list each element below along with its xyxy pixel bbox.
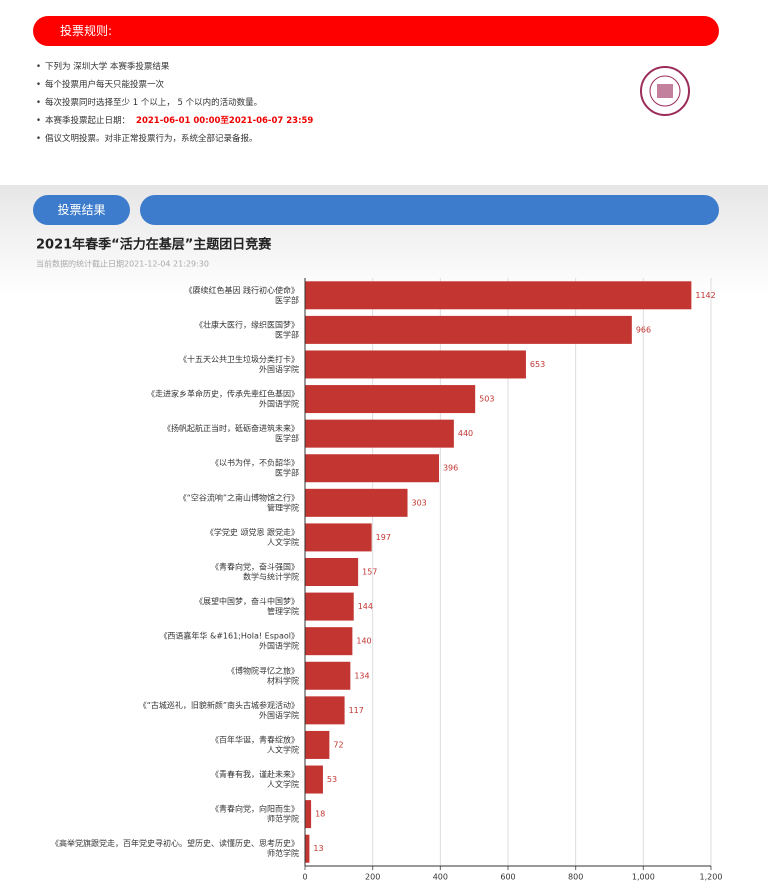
bar [305, 800, 312, 829]
value-label: 503 [479, 395, 494, 404]
x-tick-label: 200 [365, 873, 380, 882]
y-tick-label: 《“古城巡礼，旧貌新颜”南头古城参观活动》 [139, 700, 299, 710]
y-tick-sublabel: 医学部 [275, 295, 299, 305]
y-tick-sublabel: 人文学院 [267, 537, 299, 547]
value-label: 72 [333, 740, 343, 749]
value-label: 1142 [695, 291, 715, 300]
rules-list: 下列为 深圳大学 本赛季投票结果 每个投票用户每天只能投票一次 每次投票同时选择… [36, 58, 313, 148]
bar [305, 765, 323, 794]
y-tick-label: 《走进家乡革命历史，传承先辈红色基因》 [147, 389, 299, 399]
tab-bar [140, 195, 719, 225]
y-tick-label: 《以书为伴，不负韶华》 [211, 458, 299, 468]
rule: 每次投票同时选择至少 1 个以上， 5 个以内的活动数量。 [36, 94, 313, 112]
bar [305, 488, 408, 517]
y-tick-sublabel: 外国语学院 [259, 641, 299, 651]
value-label: 303 [412, 498, 427, 507]
y-tick-sublabel: 师范学院 [267, 814, 299, 824]
y-tick-sublabel: 医学部 [275, 468, 299, 478]
rules-title: 投票规则: [60, 24, 113, 38]
x-tick-label: 0 [302, 873, 307, 882]
y-tick-label: 《扬帆起航正当时，砥砺奋进筑未来》 [163, 423, 299, 433]
bar [305, 281, 692, 310]
y-tick-label: 《高举党旗跟党走，百年党史寻初心。望历史、读懂历史、思考历史》 [51, 838, 299, 848]
bar [305, 558, 359, 586]
value-label: 144 [358, 602, 373, 611]
value-label: 440 [458, 429, 473, 438]
value-label: 18 [315, 810, 325, 819]
x-tick-label: 800 [568, 873, 583, 882]
y-tick-sublabel: 外国语学院 [259, 399, 299, 409]
y-tick-label: 《博物院寻忆之旅》 [227, 665, 299, 675]
x-tick-label: 400 [433, 873, 448, 882]
x-tick-label: 600 [500, 873, 515, 882]
y-tick-label: 《西语嘉年华 &#161;Hola! Espaol》 [159, 631, 299, 641]
value-label: 140 [356, 637, 371, 646]
rule: 下列为 深圳大学 本赛季投票结果 [36, 58, 313, 76]
y-tick-sublabel: 师范学院 [267, 848, 299, 858]
y-tick-label: 《“空谷流响”之南山博物馆之行》 [179, 492, 299, 502]
y-tick-sublabel: 材料学院 [267, 675, 299, 685]
y-tick-sublabel: 外国语学院 [259, 710, 299, 720]
bar [305, 661, 351, 690]
value-label: 966 [636, 325, 651, 334]
y-tick-sublabel: 人文学院 [267, 744, 299, 754]
value-label: 653 [530, 360, 545, 369]
y-tick-label: 《青春向党，向阳而生》 [211, 804, 299, 814]
rule-text: 本赛季投票起止日期： [45, 116, 131, 126]
value-label: 117 [349, 706, 364, 715]
rule: 倡议文明投票。对非正常投票行为，系统全部记录备报。 [36, 130, 313, 148]
bar [305, 350, 526, 379]
y-tick-sublabel: 医学部 [275, 329, 299, 339]
bar [305, 385, 476, 414]
value-label: 13 [313, 844, 323, 853]
bar [305, 454, 439, 483]
bar [305, 592, 354, 621]
rule-dates: 2021-06-01 00:00至2021-06-07 23:59 [136, 116, 314, 126]
y-tick-label: 《展望中国梦，奋斗中国梦》 [195, 596, 299, 606]
bar [305, 627, 353, 656]
value-label: 197 [376, 533, 391, 542]
y-tick-sublabel: 管理学院 [267, 606, 299, 616]
bar [305, 419, 454, 448]
y-tick-sublabel: 外国语学院 [259, 364, 299, 374]
x-tick-label: 1,000 [632, 873, 655, 882]
y-tick-label: 《青春有我，谨赴未来》 [211, 769, 299, 779]
y-tick-sublabel: 数学与统计学院 [243, 572, 299, 582]
tab[interactable]: 投票结果 [33, 195, 130, 225]
y-tick-label: 《赓续红色基因 践行初心使命》 [184, 285, 299, 295]
y-tick-label: 《青春向党，奋斗强国》 [211, 562, 299, 572]
y-tick-label: 《百年华诞，青春绽放》 [211, 734, 299, 744]
value-label: 396 [443, 464, 458, 473]
rule: 每个投票用户每天只能投票一次 [36, 76, 313, 94]
value-label: 53 [327, 775, 337, 784]
value-label: 157 [362, 568, 377, 577]
bar [305, 730, 330, 759]
bar [305, 523, 372, 552]
bar [305, 696, 345, 725]
rule: 本赛季投票起止日期： 2021-06-01 00:00至2021-06-07 23… [36, 112, 313, 130]
value-label: 134 [354, 671, 369, 680]
y-tick-label: 《十五天公共卫生垃圾分类打卡》 [179, 354, 299, 364]
chart-subtitle: 当前数据的统计截止日期2021-12-04 21:29:30 [36, 259, 209, 269]
rules-header: 投票规则: [33, 16, 719, 46]
x-tick-label: 1,200 [700, 873, 723, 882]
y-tick-sublabel: 管理学院 [267, 502, 299, 512]
bar [305, 834, 310, 863]
y-tick-label: 《学党史 颂党恩 跟党走》 [206, 527, 299, 537]
chart-title: 2021年春季“活力在基层”主题团日竞赛 [36, 237, 272, 253]
y-tick-sublabel: 医学部 [275, 433, 299, 443]
y-tick-label: 《壮康大医行，缘织医国梦》 [195, 319, 299, 329]
bar [305, 315, 632, 344]
y-tick-sublabel: 人文学院 [267, 779, 299, 789]
